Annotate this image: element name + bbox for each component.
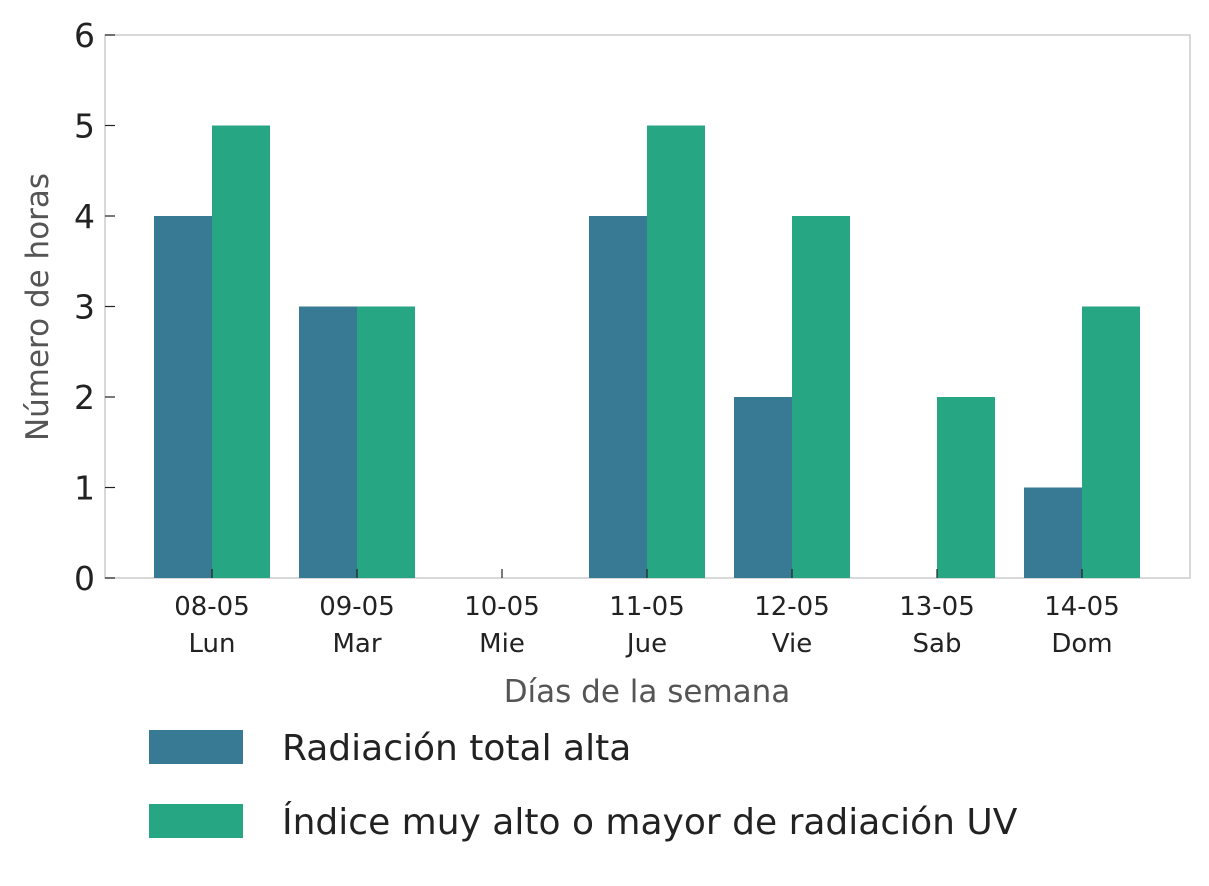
x-tick-label: 12-05 — [754, 592, 830, 622]
x-tick-label: Vie — [772, 629, 812, 659]
y-tick-label: 6 — [74, 16, 95, 55]
x-axis-title: Días de la semana — [504, 674, 791, 710]
x-tick-label: Mie — [479, 629, 525, 659]
bar-indice-uv-3 — [647, 125, 705, 578]
bar-radiacion-1 — [299, 306, 357, 578]
x-tick-label: 11-05 — [609, 592, 685, 622]
x-axis: 08-05 Lun 09-05 Mar 10-05 Mie 11-05 Jue 12-05 Vie… — [174, 569, 1120, 659]
y-axis-title: Número de horas — [20, 173, 56, 441]
bar-radiacion-0 — [154, 216, 212, 578]
y-tick-label: 3 — [74, 288, 95, 327]
bar-indice-uv-0 — [212, 125, 270, 578]
x-tick-label: 10-05 — [464, 592, 540, 622]
y-tick-label: 0 — [74, 559, 95, 598]
x-tick-label: Dom — [1051, 629, 1112, 659]
bar-indice-uv-5 — [937, 397, 995, 578]
bar-radiacion-4 — [734, 397, 792, 578]
x-tick-label: Lun — [189, 629, 236, 659]
bar-indice-uv-1 — [357, 306, 415, 578]
bar-indice-uv-4 — [792, 216, 850, 578]
bars-group — [154, 125, 1140, 578]
bar-radiacion-6 — [1024, 487, 1082, 578]
legend-label: Radiación total alta — [282, 728, 631, 769]
x-tick-label: 13-05 — [899, 592, 975, 622]
x-tick-label: 14-05 — [1044, 592, 1120, 622]
legend-label: Índice muy alto o mayor de radiación UV — [282, 801, 1018, 843]
x-tick-label: Mar — [332, 629, 381, 659]
bar-indice-uv-6 — [1082, 306, 1140, 578]
legend-swatch — [149, 804, 243, 838]
legend: Radiación total alta Índice muy alto o ma… — [149, 728, 1018, 843]
bar-radiacion-3 — [589, 216, 647, 578]
x-tick-label: 08-05 — [174, 592, 250, 622]
y-tick-label: 1 — [74, 469, 95, 508]
y-tick-label: 4 — [74, 197, 95, 236]
legend-swatch — [149, 730, 243, 764]
y-tick-label: 2 — [74, 378, 95, 417]
y-tick-label: 5 — [74, 107, 95, 146]
x-tick-label: Jue — [625, 629, 667, 659]
x-tick-label: Sab — [913, 629, 962, 659]
x-tick-label: 09-05 — [319, 592, 395, 622]
y-axis: 0 1 2 3 4 5 6 — [74, 16, 115, 598]
